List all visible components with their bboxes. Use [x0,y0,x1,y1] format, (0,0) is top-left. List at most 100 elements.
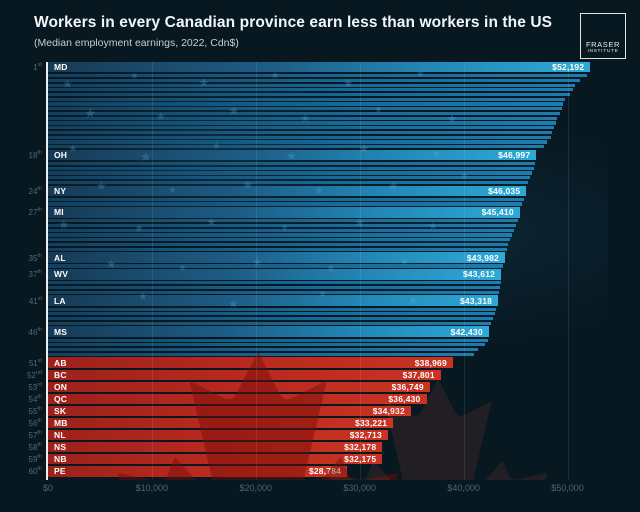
bar-value-label: $42,430 [450,326,483,337]
bar-rank-34 [48,247,507,251]
bar-rank-43 [48,312,495,316]
bar-OH: OH $46,997 [48,149,537,161]
x-tick-label: $50,000 [551,483,584,493]
bar-MS: MS $42,430 [48,326,489,337]
bar-rank-16 [48,140,548,144]
bar-value-label: $43,612 [462,269,496,280]
bar-row [48,242,590,247]
bar-row: 35th AL $43,982 [29,252,590,263]
bar-row: 18th OH $46,997 [29,149,590,161]
x-tick-label: $30,000 [343,483,376,493]
bar-value-label: $38,969 [414,357,447,368]
bar-rank-36 [48,264,504,268]
rank-label: 41st [28,295,42,306]
bar-rank-7 [48,97,566,101]
bar-row [48,102,590,106]
bar-MD: MD $52,192 [48,62,591,73]
bar-rank-17 [48,145,545,149]
bar-row [48,78,590,82]
rank-label: 55th [28,406,43,416]
bar-row [48,116,590,120]
bar-row [48,140,590,144]
bar-row [48,121,590,125]
bar-code-label: AB [54,357,67,368]
bar-value-label: $32,175 [344,454,377,465]
bar-code-label: MS [54,326,68,337]
bar-code-label: NY [54,185,67,196]
rank-label: 52nd [26,369,42,380]
bar-row [48,97,590,101]
bar-code-label: MD [54,62,68,73]
bar-NY: NY $46,035 [48,185,527,196]
rank-label: 51st [28,357,42,368]
bar-code-label: LA [54,295,66,306]
bar-row [48,135,590,139]
bar-row [48,202,590,206]
rank-label: 37th [28,269,43,280]
bar-value-label: $36,430 [388,393,421,404]
bar-value-label: $33,221 [355,418,388,429]
x-tick-label: $10,000 [135,483,169,493]
logo-text-fraser: FRASER [585,40,621,50]
bar-row [48,316,590,321]
bar-rank-28 [48,219,519,223]
bar-value-label: $34,932 [372,405,405,416]
bar-value-label: $32,713 [349,430,382,441]
bar-rank-23 [48,180,528,184]
bar-NB: NB $32,175 [48,454,383,465]
bar-row [48,197,590,201]
rank-label: 35th [28,252,43,263]
bar-AB: AB $38,969 [48,357,453,368]
bar-rank-31 [48,233,512,237]
bar-rank-40 [48,290,499,294]
bar-rows: 1st MD $52,192 18th OH $46,997 24th NY $46,035 27… [27,62,591,478]
bar-NL: NL $32,713 [48,429,388,441]
bar-rank-44 [48,316,493,321]
rank-label: 57th [28,430,43,440]
rank-label: 54th [28,394,43,404]
bar-rank-2 [48,74,588,78]
bar-value-label: $46,035 [488,185,521,196]
logo-text-institute: INSTITUTE [587,49,619,55]
bar-row [48,107,590,111]
rank-label: 18th [28,150,43,160]
bar-row [48,93,590,97]
bar-rank-33 [48,242,509,247]
bar-row [48,238,590,242]
bar-row [48,180,590,184]
bar-PE: PE $28,784 [48,466,348,477]
bar-code-label: NL [54,430,66,441]
bar-rank-50 [48,352,474,356]
bar-code-label: AL [54,252,66,263]
bar-row [48,74,590,78]
bar-row: 46th MS $42,430 [29,326,590,337]
bar-rank-20 [48,166,534,170]
bar-rank-38 [48,281,501,285]
bar-value-label: $32,178 [344,442,377,453]
bar-rank-10 [48,111,561,116]
bar-code-label: MB [54,418,68,429]
bar-rank-13 [48,126,554,130]
rank-label: 24th [28,185,43,196]
bar-row: 27th MI $45,410 [29,207,590,218]
bar-row [48,166,590,170]
bar-code-label: ON [54,381,68,392]
bar-rank-3 [48,78,580,82]
bar-rank-22 [48,176,530,180]
bar-rank-25 [48,197,525,201]
bar-code-label: QC [54,393,68,404]
bar-rank-8 [48,102,564,106]
bar-value-label: $46,997 [498,150,531,161]
bar-code-label: PE [54,466,66,477]
bar-row: 54th QC $36,430 [29,393,590,405]
bar-row [48,219,590,223]
bar-code-label: OH [54,150,68,161]
bar-row [48,348,590,352]
x-tick-label: $40,000 [447,483,480,493]
page-subtitle: (Median employment earnings, 2022, Cdn$) [34,37,239,49]
bar-row: 52nd BC $37,801 [27,369,590,380]
bar-row [48,126,590,130]
bar-value-label: $45,410 [481,207,514,218]
bar-row: 51st AB $38,969 [29,357,590,368]
rank-label: 27th [28,207,43,218]
